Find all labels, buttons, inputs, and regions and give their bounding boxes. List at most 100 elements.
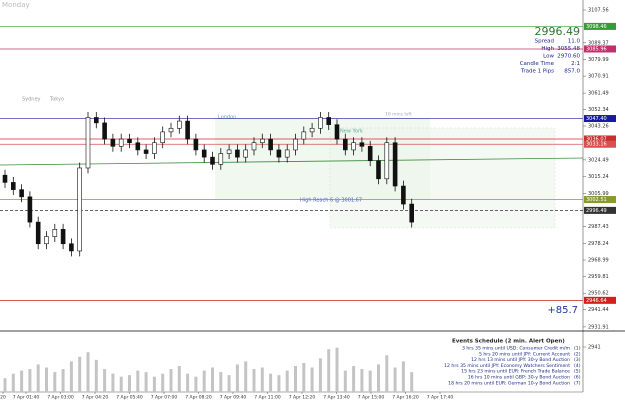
day-label: Monday bbox=[2, 1, 30, 9]
info-price: 2996.49 bbox=[535, 25, 581, 38]
candle-body bbox=[177, 120, 182, 129]
volume-bar bbox=[327, 349, 331, 392]
x-tick-label: 7 Apr 08:20 bbox=[185, 395, 212, 400]
candle-body bbox=[301, 131, 307, 140]
volume-bar bbox=[410, 372, 414, 392]
volume-bar bbox=[385, 355, 389, 392]
level-box bbox=[584, 22, 616, 30]
volume-bar bbox=[177, 365, 181, 392]
candle-body bbox=[384, 142, 390, 180]
x-tick-label: 7 Apr 16:20 bbox=[392, 395, 419, 400]
volume-bar bbox=[94, 359, 98, 392]
volume-bar bbox=[352, 365, 356, 392]
volume-bar bbox=[294, 365, 297, 392]
annotation: High Reach 6 @ 3001.67 bbox=[300, 198, 362, 204]
x-tick-label: 7 Apr 15:00 bbox=[358, 395, 385, 400]
event-index: (1) bbox=[574, 346, 581, 352]
candle-body bbox=[367, 146, 373, 162]
volume-bar bbox=[302, 362, 306, 392]
event-index: (6) bbox=[574, 375, 581, 381]
candle-body bbox=[110, 138, 116, 147]
trend-line bbox=[0, 157, 584, 166]
event-index: (7) bbox=[574, 380, 581, 386]
level-box bbox=[584, 45, 616, 53]
event-index: (4) bbox=[574, 363, 581, 369]
candle-body bbox=[268, 138, 273, 151]
level-label: 3036.07 bbox=[586, 136, 607, 142]
volume-bar bbox=[318, 358, 322, 392]
candle-body bbox=[284, 149, 290, 158]
candle-body bbox=[11, 182, 16, 190]
y-tick-label: 2987.43 bbox=[588, 224, 609, 230]
event-text: 12 hrs 35 mins until JPY: Economy Watche… bbox=[444, 363, 570, 369]
volume-bar bbox=[310, 367, 314, 392]
candle-body bbox=[351, 142, 356, 151]
x-tick-label: 7 Apr 17:40 bbox=[427, 395, 454, 400]
volume-bar bbox=[28, 369, 32, 392]
candle-body bbox=[135, 142, 141, 151]
candle-body bbox=[152, 142, 157, 154]
candle-body bbox=[226, 149, 232, 154]
event-index: (3) bbox=[574, 357, 581, 363]
event-index: (5) bbox=[574, 369, 581, 375]
volume-tick-label: 2941 bbox=[588, 345, 601, 351]
y-tick-label: 2950.62 bbox=[588, 291, 609, 297]
volume-bar bbox=[194, 376, 198, 392]
level-label: 3085.96 bbox=[586, 46, 607, 52]
y-tick-label: 3052.34 bbox=[588, 107, 609, 113]
x-tick-label: 7 Apr 07:00 bbox=[151, 395, 178, 400]
candle-body bbox=[160, 131, 165, 144]
volume-bar bbox=[128, 375, 131, 392]
volume-bar bbox=[335, 347, 339, 392]
info-label: Spread bbox=[535, 39, 554, 45]
x-tick-label: 20 bbox=[0, 395, 6, 400]
x-tick-label: 7 Apr 13:40 bbox=[323, 395, 350, 400]
volume-bar bbox=[69, 361, 73, 392]
event-text: 5 hrs 20 mins until JPY: Current Account bbox=[479, 351, 570, 357]
info-label: High bbox=[541, 46, 554, 52]
level-box bbox=[584, 206, 616, 214]
y-tick-label: 2959.81 bbox=[588, 274, 609, 280]
y-tick-label: 2931.91 bbox=[588, 324, 609, 330]
volume-bar bbox=[78, 356, 82, 392]
level-box bbox=[584, 115, 616, 123]
y-tick-label: 2941.44 bbox=[588, 307, 609, 313]
candle-body bbox=[251, 142, 257, 151]
candle-body bbox=[35, 221, 41, 245]
volume-bar bbox=[368, 370, 372, 392]
candle-body bbox=[85, 117, 91, 169]
event-text: 3 hrs 35 mins until USD: Consumer Credit… bbox=[462, 346, 571, 352]
candle-body bbox=[193, 138, 199, 151]
session-label: London bbox=[218, 115, 236, 121]
candle-body bbox=[359, 142, 365, 147]
candle-body bbox=[409, 203, 415, 223]
candle-body bbox=[201, 149, 207, 158]
candle-body bbox=[19, 189, 24, 198]
event-text: 16 hrs 10 mins until GBP: 30-y Bond Auct… bbox=[468, 375, 570, 381]
y-tick-label: 3024.49 bbox=[588, 157, 609, 163]
y-tick-label: 3061.49 bbox=[588, 91, 609, 97]
candle-body bbox=[326, 117, 332, 125]
candle-body bbox=[235, 149, 240, 158]
level-label: 3047.40 bbox=[586, 116, 607, 122]
volume-bar bbox=[260, 367, 264, 392]
candle-body bbox=[318, 117, 323, 129]
volume-bar bbox=[269, 373, 273, 392]
volume-bar bbox=[202, 370, 206, 392]
x-tick-label: 7 Apr 09:40 bbox=[220, 395, 247, 400]
volume-bar bbox=[235, 364, 239, 392]
volume-bar bbox=[36, 364, 40, 392]
volume-bar bbox=[45, 367, 48, 392]
candle-body bbox=[44, 236, 49, 245]
candle-body bbox=[259, 138, 265, 144]
volume-bar bbox=[61, 369, 65, 392]
note: 10 mins left bbox=[385, 112, 412, 118]
info-value: 857.0 bbox=[564, 69, 580, 75]
volume-bar bbox=[11, 373, 15, 392]
volume-bar bbox=[227, 375, 231, 392]
level-box bbox=[584, 140, 616, 148]
x-tick-label: 7 Apr 11:00 bbox=[254, 395, 281, 400]
volume-bar bbox=[3, 378, 7, 392]
candle-body bbox=[94, 117, 99, 124]
